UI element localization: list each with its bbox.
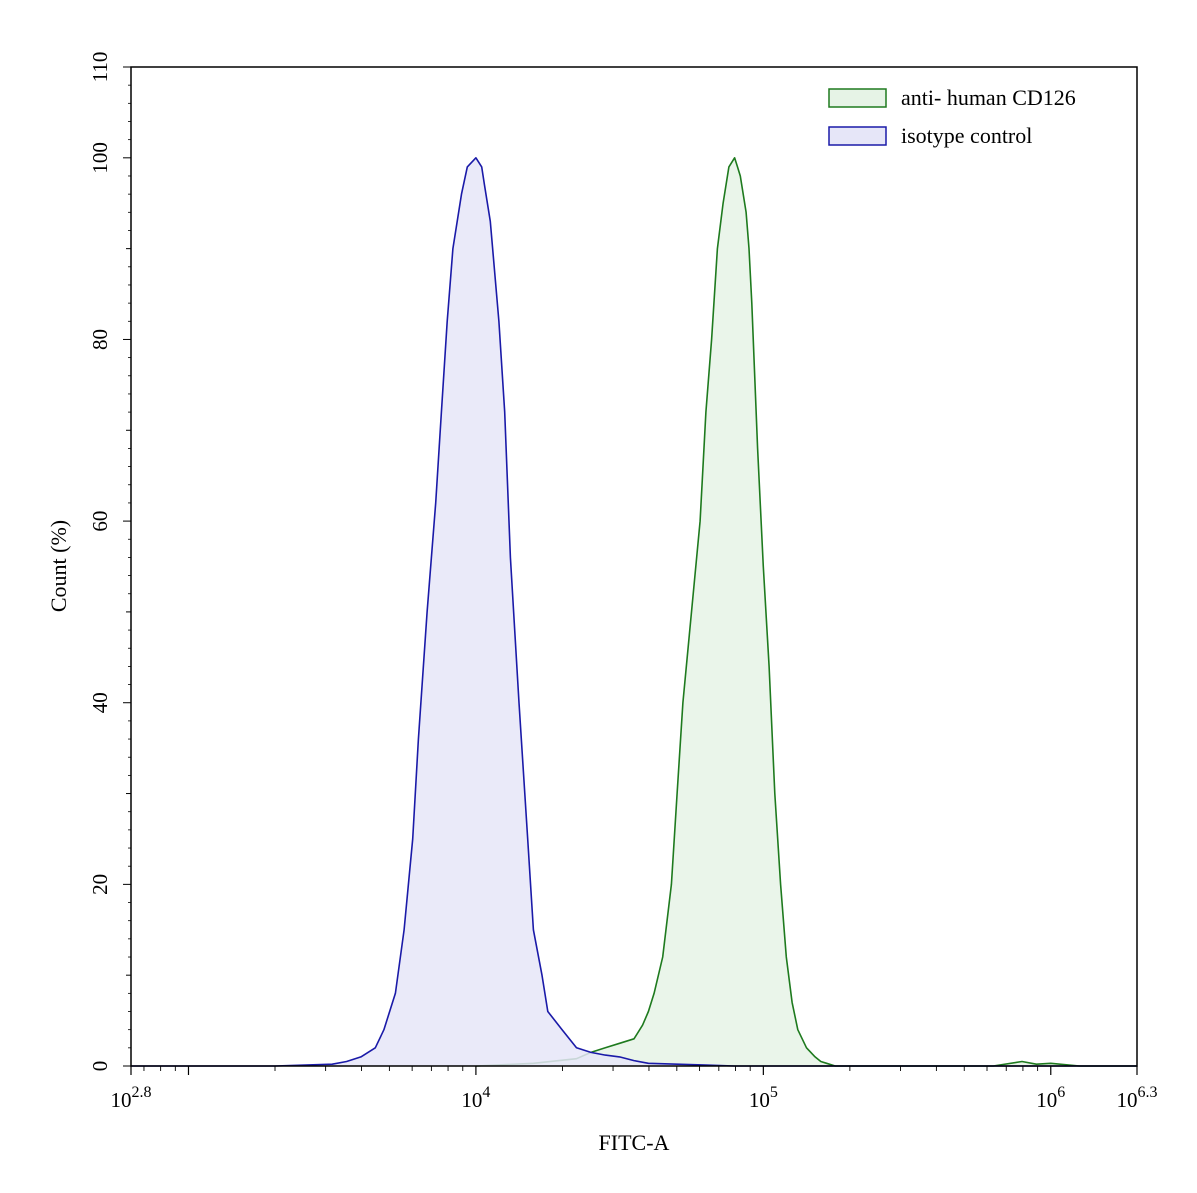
x-axis-title: FITC-A [599, 1130, 670, 1155]
legend-swatch [828, 88, 887, 108]
y-tick-label: 100 [88, 142, 112, 174]
legend-label: anti- human CD126 [901, 85, 1076, 110]
plot-frame [130, 66, 1138, 1067]
x-tick-label: 102.8 [111, 1084, 152, 1112]
series-line-2 [131, 157, 1137, 1067]
y-tick-label: 40 [88, 692, 112, 713]
x-tick-label: 106 [1036, 1084, 1065, 1112]
y-axis: 0 20 40 60 80 100 110 [88, 52, 131, 1072]
y-axis-title: Count (%) [46, 520, 71, 612]
x-tick-label: 106.3 [1117, 1084, 1158, 1112]
y-tick-label: 0 [88, 1061, 112, 1072]
legend-swatch [828, 126, 887, 146]
y-tick-label: 60 [88, 511, 112, 532]
y-tick-label: 80 [88, 329, 112, 350]
x-axis: 102.8 104 105 106 106.3 [111, 1066, 1158, 1112]
y-tick-label: 110 [88, 52, 112, 83]
x-tick-label: 105 [749, 1084, 778, 1112]
legend: anti- human CD126 isotype control [828, 85, 1076, 148]
legend-label: isotype control [901, 123, 1032, 148]
x-tick-label: 104 [461, 1084, 490, 1112]
y-tick-label: 20 [88, 874, 112, 895]
